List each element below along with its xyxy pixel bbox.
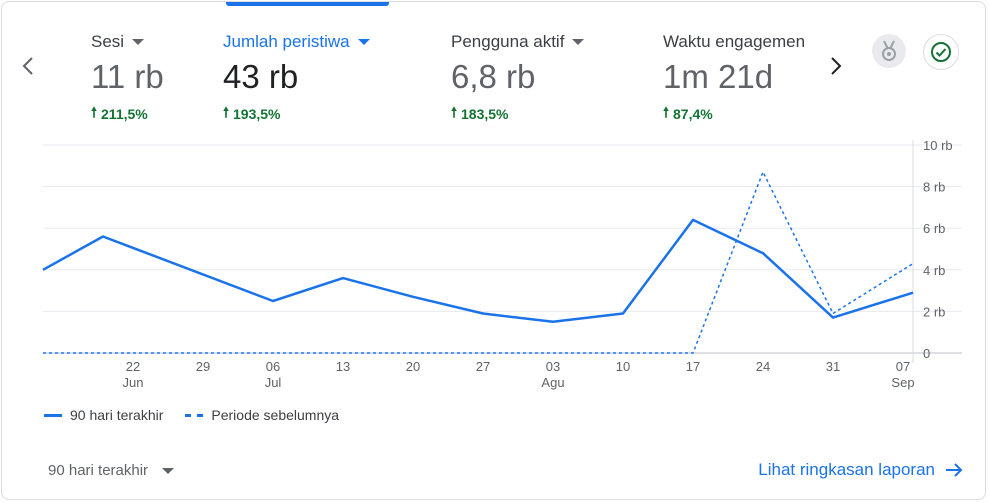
caret-down-icon[interactable] <box>357 39 370 45</box>
metric-value: 43 rb <box>223 58 299 95</box>
x-tick-label: 22 <box>126 359 140 374</box>
x-tick-label: 31 <box>826 359 840 374</box>
chart-legend: 90 hari terakhir Periode sebelumnya <box>44 407 339 423</box>
date-range-dropdown[interactable]: 90 hari terakhir <box>48 462 175 479</box>
metric-delta: 87,4% <box>673 106 713 122</box>
metric-delta: 193,5% <box>233 106 281 122</box>
legend-current-label: 90 hari terakhir <box>70 407 164 423</box>
legend-swatch-current <box>44 413 62 417</box>
metric-label: Waktu engagemen <box>663 32 806 51</box>
date-range-label: 90 hari terakhir <box>48 462 149 479</box>
x-tick-label: 24 <box>756 359 770 374</box>
caret-down-icon[interactable] <box>132 39 145 45</box>
metric-active-users[interactable]: Pengguna aktif 6,8 rb 🠕 183,5% <box>451 32 585 126</box>
chart-series <box>42 171 914 354</box>
y-tick-label: 8 rb <box>923 180 945 195</box>
x-tick-label: 06 <box>266 359 280 374</box>
legend-swatch-previous <box>185 413 204 417</box>
legend-previous-label: Periode sebelumnya <box>211 407 340 423</box>
caret-down-icon[interactable] <box>572 39 585 45</box>
chevron-left-icon <box>22 57 33 75</box>
x-tick-label: 27 <box>476 359 490 374</box>
arrow-up-icon: 🠕 <box>91 104 98 120</box>
x-tick-month-label: Agu <box>541 375 564 390</box>
metric-label: Jumlah peristiwa <box>223 32 350 51</box>
metric-delta: 211,5% <box>101 106 148 122</box>
series-line-previous <box>43 171 914 354</box>
selected-metric-indicator <box>226 2 389 6</box>
x-tick-label: 29 <box>196 359 210 374</box>
metric-sessions[interactable]: Sesi 11 rb 🠕 211,5% <box>91 32 164 126</box>
arrow-up-icon: 🠕 <box>451 104 458 120</box>
chevron-right-icon <box>831 57 842 75</box>
insights-button[interactable] <box>872 34 906 68</box>
view-report-link[interactable]: Lihat ringkasan laporan <box>758 460 963 480</box>
metric-label: Sesi <box>91 32 125 51</box>
x-tick-label: 17 <box>686 359 700 374</box>
x-tick-label: 03 <box>546 359 560 374</box>
metric-event-count[interactable]: Jumlah peristiwa 43 rb 🠕 193,5% <box>223 32 370 126</box>
status-button[interactable] <box>923 34 959 70</box>
x-tick-label: 13 <box>336 359 350 374</box>
check-circle-icon <box>931 42 951 62</box>
x-tick-month-label: Jun <box>123 375 144 390</box>
caret-down-icon <box>162 467 175 474</box>
prev-metrics-button[interactable] <box>16 54 40 78</box>
y-tick-label: 6 rb <box>923 221 945 236</box>
series-line-current <box>42 218 914 324</box>
x-tick-label: 10 <box>616 359 630 374</box>
x-tick-label: 20 <box>406 359 420 374</box>
arrow-right-icon <box>946 463 963 477</box>
y-tick-label: 4 rb <box>923 263 945 278</box>
metric-value: 6,8 rb <box>451 58 536 95</box>
metric-delta: 183,5% <box>461 106 509 122</box>
arrow-up-icon: 🠕 <box>663 104 670 120</box>
x-tick-month-label: Sep <box>891 375 914 390</box>
x-tick-label: 07 <box>896 359 910 374</box>
metric-engagement-time[interactable]: Waktu engagemen 1m 21d 🠕 87,4% <box>663 32 815 126</box>
arrow-up-icon: 🠕 <box>223 104 230 120</box>
y-tick-label: 10 rb <box>923 138 953 153</box>
x-tick-month-label: Jul <box>265 375 282 390</box>
metric-label: Pengguna aktif <box>451 32 565 51</box>
y-axis: 0 2 rb 4 rb 6 rb 8 rb 10 rb <box>923 138 953 361</box>
chart-grid <box>43 140 962 363</box>
y-tick-label: 0 <box>923 346 930 361</box>
metric-value: 1m 21d <box>663 58 774 95</box>
metric-value: 11 rb <box>91 58 164 95</box>
next-metrics-button[interactable] <box>824 54 848 78</box>
view-report-label: Lihat ringkasan laporan <box>758 460 935 479</box>
y-tick-label: 2 rb <box>923 304 945 319</box>
insights-badge-icon <box>882 40 896 61</box>
